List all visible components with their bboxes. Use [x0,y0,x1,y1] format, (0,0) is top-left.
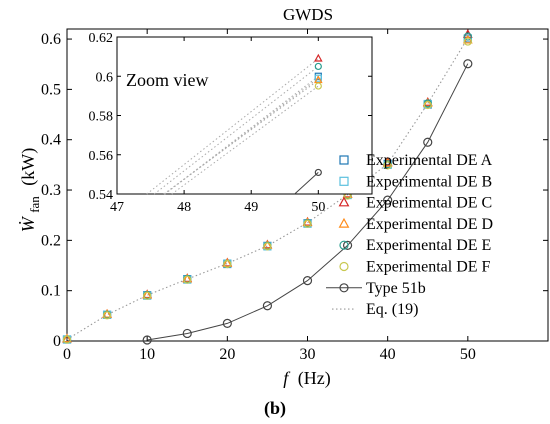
legend-label: Experimental DE A [366,152,493,169]
x-tick-label: 0 [63,346,71,363]
figure-caption: (b) [264,398,286,419]
zoom-series-line [154,66,319,195]
x-axis-unit: (Hz) [298,368,331,389]
data-point [62,335,72,344]
data-point [183,275,192,284]
data-point [303,219,312,228]
legend-label: Type 51b [366,280,426,297]
data-point [263,242,272,251]
zoom-data-point [314,82,322,90]
legend: Experimental DE A Experimental DE B Experi… [326,152,493,318]
zoom-x-tick-label: 47 [110,200,124,215]
zoom-y-tick-label: 0.56 [89,149,114,164]
data-point-type51b [182,328,192,339]
data-point [422,98,433,107]
data-point-type51b [222,318,232,328]
legend-swatch-marker [339,261,349,272]
y-axis-unit: (kW) [18,148,39,186]
data-point [182,273,193,283]
data-point [463,32,472,41]
main-axis-ticks: 0 10 20 30 40 50 0 0.1 0.2 0.3 0.4 0.5 0.6 [41,29,548,363]
zoom-data-point [314,62,322,71]
zoom-y-tick-label: 0.58 [89,110,114,125]
data-point-type51b [463,59,473,69]
x-tick-label: 10 [139,346,155,363]
zoom-data-point [314,168,322,177]
legend-label: Eq. (19) [366,301,418,318]
data-point [302,217,313,227]
x-axis-symbol: f [283,368,291,388]
zoom-data-point [314,53,323,62]
legend-label: Experimental DE B [366,173,492,190]
zoom-x-tick-label: 50 [311,200,325,215]
data-point [62,333,72,343]
data-point [102,311,112,320]
legend-swatch-marker [339,283,349,293]
y-tick-label: 0.5 [41,81,61,98]
x-tick-label: 40 [380,346,396,363]
series-line-eq19 [66,37,469,340]
x-tick-label: 50 [460,346,476,363]
legend-swatch-marker [339,240,349,250]
legend-swatch-marker [338,196,350,207]
y-tick-label: 0.4 [41,132,61,149]
y-tick-label: 0.6 [41,31,61,48]
svg-text:Ẇ fan (kW): Ẇ fan (kW) [17,148,43,233]
main-series-lines [66,37,469,341]
legend-swatch-marker [338,217,350,228]
zoom-x-tick-label: 49 [244,200,258,215]
legend-label: Experimental DE E [366,237,491,254]
zoom-data-point [314,74,322,82]
y-axis-subscript: fan [27,196,42,213]
data-point-type51b [423,137,433,147]
y-tick-label: 0 [53,333,61,350]
data-point [383,161,392,170]
legend-label: Experimental DE D [366,216,493,233]
data-point [262,239,273,249]
zoom-y-tick-label: 0.6 [96,70,114,85]
data-point-type51b [302,276,313,286]
data-point [222,258,233,267]
zoom-series-line [146,58,319,195]
legend-swatch-marker [339,155,349,165]
data-point-type51b [383,195,393,205]
data-point-type51b [342,240,353,250]
y-tick-label: 0.1 [41,283,61,300]
zoom-inset: 47 48 49 50 0.54 0.56 0.58 0.6 0.62 [89,31,373,215]
data-point-type51b [142,335,152,345]
y-tick-label: 0.2 [41,232,61,249]
legend-swatch-marker [339,176,349,186]
data-point-type51b [262,301,273,311]
main-data-points [62,29,473,345]
zoom-x-tick-label: 48 [177,200,191,215]
x-tick-label: 30 [300,346,316,363]
y-tick-label: 0.3 [41,182,61,199]
zoom-y-tick-label: 0.62 [89,31,114,46]
chart-title: GWDS [283,5,333,24]
zoom-inset-title: Zoom view [126,70,209,90]
legend-label: Experimental DE F [366,259,491,276]
data-point [423,100,432,110]
zoom-series-line [294,172,319,195]
data-point [102,308,112,318]
y-axis-label: Ẇ fan (kW) [17,148,43,233]
legend-label: Experimental DE C [366,195,492,212]
zoom-inset-border [116,36,373,195]
x-tick-label: 20 [219,346,235,363]
data-point [142,289,153,299]
x-axis-label: f (Hz) [283,368,331,389]
y-axis-symbol: Ẇ [17,215,38,232]
data-point [143,291,152,300]
data-point [463,37,472,46]
series-line-type51b [147,63,469,341]
data-point [223,259,232,269]
zoom-y-tick-label: 0.54 [89,188,114,203]
